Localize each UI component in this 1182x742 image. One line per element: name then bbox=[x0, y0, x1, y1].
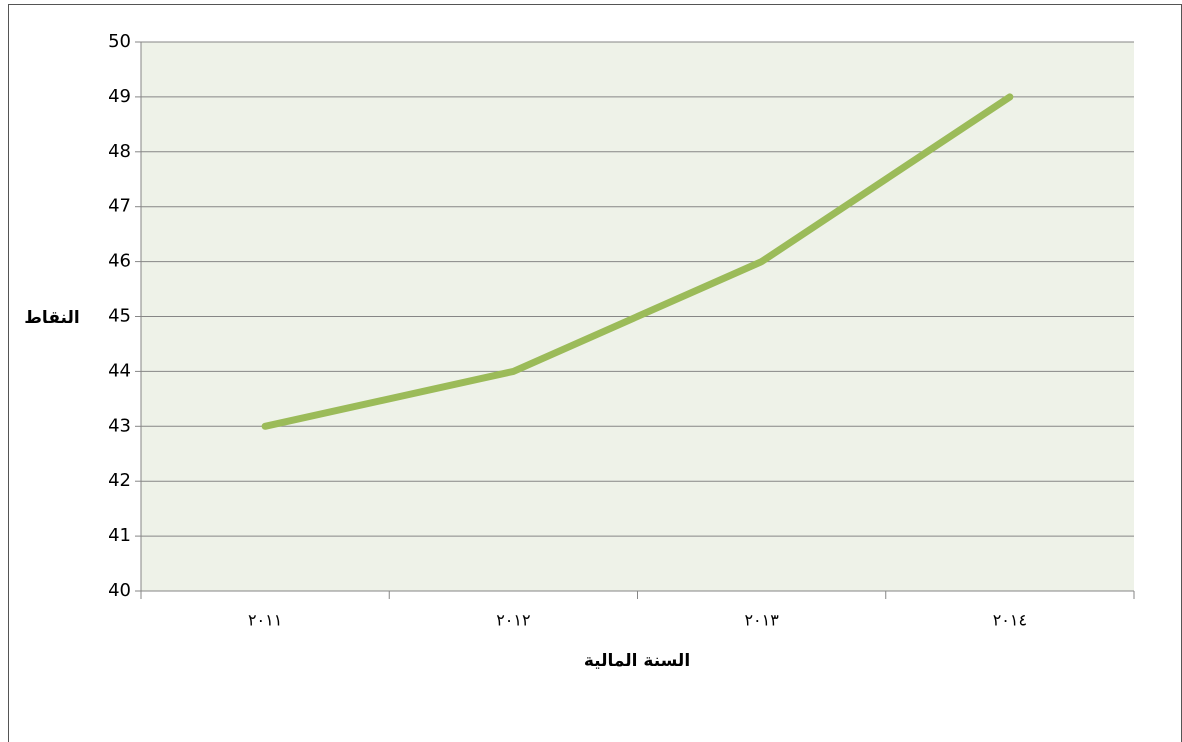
y-tick-label: 46 bbox=[108, 251, 131, 272]
y-tick-label: 41 bbox=[108, 525, 131, 546]
x-tick-label: ٢٠١٤ bbox=[993, 611, 1027, 630]
x-tick-label: ٢٠١١ bbox=[248, 611, 282, 630]
data-line bbox=[261, 93, 1014, 430]
y-tick-label: 43 bbox=[108, 415, 131, 436]
y-axis-label: النقاط bbox=[24, 308, 79, 328]
y-tick-label: 47 bbox=[108, 196, 131, 217]
x-tick-label: ٢٠١٣ bbox=[744, 611, 779, 630]
y-tick-label: 48 bbox=[108, 141, 131, 162]
y-tick-label: 42 bbox=[108, 470, 131, 491]
y-tick-label: 44 bbox=[108, 360, 131, 381]
y-tick-label: 50 bbox=[108, 31, 131, 52]
x-axis-label: السنة المالية bbox=[584, 651, 690, 671]
y-tick-label: 45 bbox=[108, 306, 131, 327]
x-tick-label: ٢٠١٢ bbox=[496, 611, 530, 630]
y-tick-label: 40 bbox=[108, 580, 131, 601]
y-tick-label: 49 bbox=[108, 86, 131, 107]
